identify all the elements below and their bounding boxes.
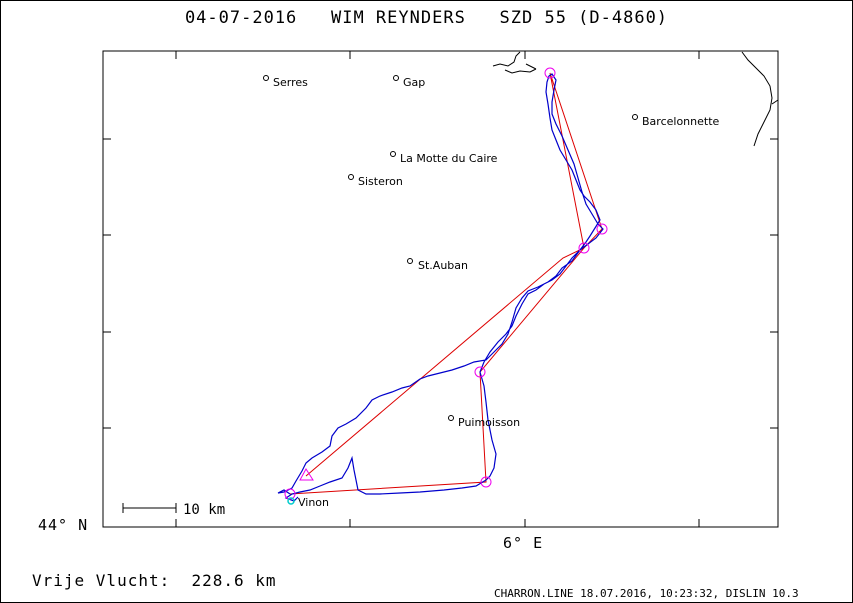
turnpoint-4 [474, 366, 486, 378]
town-marker-puimoisson [448, 415, 454, 421]
town-label-serres: Serres [273, 76, 308, 89]
town-marker-gap [393, 75, 399, 81]
town-marker-st-auban [407, 258, 413, 264]
latitude-label: 44° N [38, 516, 89, 534]
frontier-lines [492, 51, 779, 147]
credit-text: CHARRON.LINE 18.07.2016, 10:23:32, DISLI… [494, 587, 799, 600]
edge-ticks [103, 51, 778, 527]
start-marker [287, 497, 295, 505]
town-marker-la-motte-du-caire [390, 151, 396, 157]
flight-track [277, 73, 604, 502]
turnpoint-start [284, 488, 296, 500]
turnpoint-3 [578, 242, 590, 254]
town-markers [263, 75, 638, 421]
scale-bar [122, 503, 177, 513]
turnpoints [284, 67, 608, 500]
map-title: 04-07-2016 WIM REYNDERS SZD 55 (D-4860) [184, 8, 669, 28]
town-label-puimoisson: Puimoisson [458, 416, 520, 429]
map-border [102, 50, 779, 528]
town-label-barcelonnette: Barcelonnette [642, 115, 720, 128]
distance-text: Vrije Vlucht: 228.6 km [32, 571, 277, 590]
town-label-gap: Gap [403, 76, 425, 89]
turnpoint-5 [480, 476, 492, 488]
turnpoint-2 [596, 223, 608, 235]
town-marker-barcelonnette [632, 114, 638, 120]
town-label-la-motte-du-caire: La Motte du Caire [400, 152, 498, 165]
town-label-sisteron: Sisteron [358, 175, 403, 188]
task-line [289, 72, 603, 495]
town-marker-serres [263, 75, 269, 81]
finish-triangle [299, 468, 314, 481]
scale-bar-label: 10 km [183, 502, 225, 518]
town-label-vinon: Vinon [298, 496, 329, 509]
town-marker-sisteron [348, 174, 354, 180]
turnpoint-1 [544, 67, 556, 79]
town-label-st-auban: St.Auban [418, 259, 468, 272]
longitude-label: 6° E [503, 534, 544, 552]
